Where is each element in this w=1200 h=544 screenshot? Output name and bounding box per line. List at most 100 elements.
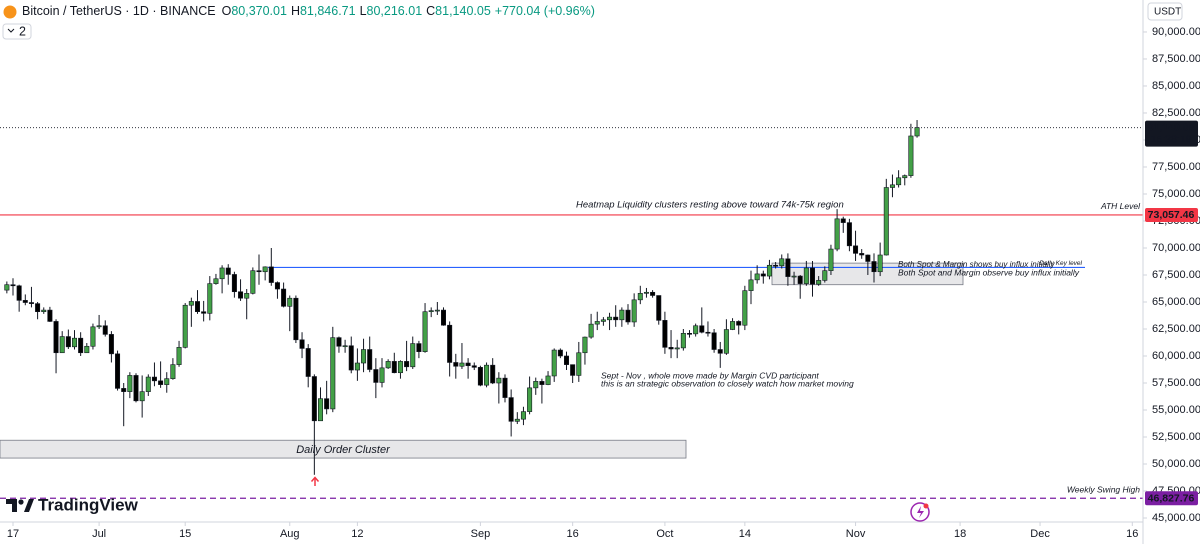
level-label-box	[1145, 207, 1198, 222]
candle-body	[127, 375, 133, 392]
candle-body	[176, 347, 182, 365]
symbol[interactable]: Bitcoin / TetherUS · 1D · BINANCE	[22, 4, 216, 18]
candle-body	[59, 336, 65, 354]
candle-body	[502, 377, 508, 398]
candle-body	[102, 325, 108, 335]
candle-body	[742, 290, 748, 326]
price-label: 81,140.05	[1148, 121, 1195, 133]
arrow	[310, 476, 320, 486]
candle-body	[317, 398, 323, 422]
candle-body	[668, 347, 674, 350]
indicator-count: 2	[19, 24, 26, 38]
candle-body	[281, 288, 287, 307]
candle-body	[299, 339, 305, 349]
branding: TradingView	[6, 495, 139, 514]
x-tick-label: Nov	[846, 528, 866, 540]
candle-body	[791, 275, 797, 278]
y-tick-label: 60,000.00	[1152, 350, 1200, 362]
x-tick-label: 17	[7, 528, 19, 540]
candle-body	[471, 365, 477, 368]
candle-body	[78, 337, 84, 354]
candle-body	[170, 364, 176, 379]
candles	[4, 120, 920, 475]
candle-body	[563, 355, 569, 365]
y-tick-label: 65,000.00	[1152, 296, 1200, 308]
candle-body	[434, 309, 440, 312]
candle-body	[84, 345, 90, 354]
candle-body	[551, 349, 557, 377]
change: +770.04 (+0.96%)	[495, 4, 595, 18]
candle-body	[840, 218, 846, 223]
candle-body	[662, 320, 668, 348]
candle-body	[625, 309, 631, 323]
candle-body	[404, 361, 410, 368]
candle-body	[699, 325, 705, 333]
ohlc-label: C	[426, 4, 435, 18]
price-label-box	[1145, 120, 1198, 147]
candle-body	[133, 375, 139, 402]
lightning-icon[interactable]	[910, 502, 930, 522]
candle-body	[889, 184, 895, 188]
candle-body	[256, 270, 262, 273]
candle-body	[145, 376, 151, 392]
x-tick-label: Sep	[471, 528, 491, 540]
candle-body	[576, 352, 582, 376]
candle-body	[508, 397, 514, 422]
x-tick-label: 16	[1126, 528, 1138, 540]
candle-body	[834, 218, 840, 250]
candle-body	[539, 381, 545, 385]
candle-body	[816, 280, 822, 285]
candle-body	[760, 273, 766, 277]
candle-body	[391, 361, 397, 374]
y-tick-label: 90,000.00	[1152, 26, 1200, 38]
indicator-toggle[interactable]: 2	[2, 23, 32, 40]
candle-body	[336, 337, 342, 347]
candle-body	[164, 378, 170, 385]
candle-body	[65, 336, 71, 348]
candle-body	[557, 349, 563, 357]
candle-body	[158, 380, 164, 385]
candle-body	[779, 258, 785, 267]
candle-body	[348, 345, 354, 371]
candle-body	[16, 285, 22, 301]
symbol-icon	[3, 5, 17, 19]
candle-body	[902, 175, 908, 179]
candle-body	[853, 245, 859, 254]
candle-body	[262, 266, 268, 273]
candle-body	[896, 177, 902, 186]
level-text: ATH Level	[1100, 201, 1141, 211]
candle-body	[10, 284, 16, 287]
candle-body	[656, 295, 662, 321]
candle-body	[846, 222, 852, 247]
candle-body	[287, 297, 293, 307]
ohlc-label: O	[222, 4, 232, 18]
candle-body	[643, 291, 649, 294]
x-tick-label: 14	[739, 528, 751, 540]
candle-body	[354, 362, 360, 371]
annotation: Both Spot & Margin shows buy influx init…	[898, 260, 1056, 269]
candle-body	[72, 337, 78, 348]
ohlc-value: 81,846.71	[300, 4, 356, 18]
candle-body	[773, 264, 779, 267]
ohlc-value: 80,216.01	[367, 4, 423, 18]
candle-body	[201, 311, 207, 314]
x-tick-label: Dec	[1030, 528, 1050, 540]
candle-body	[871, 261, 877, 273]
candle-body	[188, 301, 194, 306]
currency-button[interactable]: USDT	[1147, 2, 1183, 21]
candle-body	[367, 349, 373, 370]
candle-body	[250, 270, 256, 294]
y-tick-label: 67,500.00	[1152, 269, 1200, 281]
candle-body	[822, 270, 828, 281]
candle-body	[693, 325, 699, 335]
candle-body	[385, 361, 391, 369]
candle-body	[883, 187, 889, 256]
candle-body	[96, 325, 102, 328]
candle-body	[490, 364, 496, 384]
ohlc-value: 80,370.01	[231, 4, 287, 18]
candle-body	[231, 274, 237, 293]
y-tick-label: 45,000.00	[1152, 512, 1200, 524]
